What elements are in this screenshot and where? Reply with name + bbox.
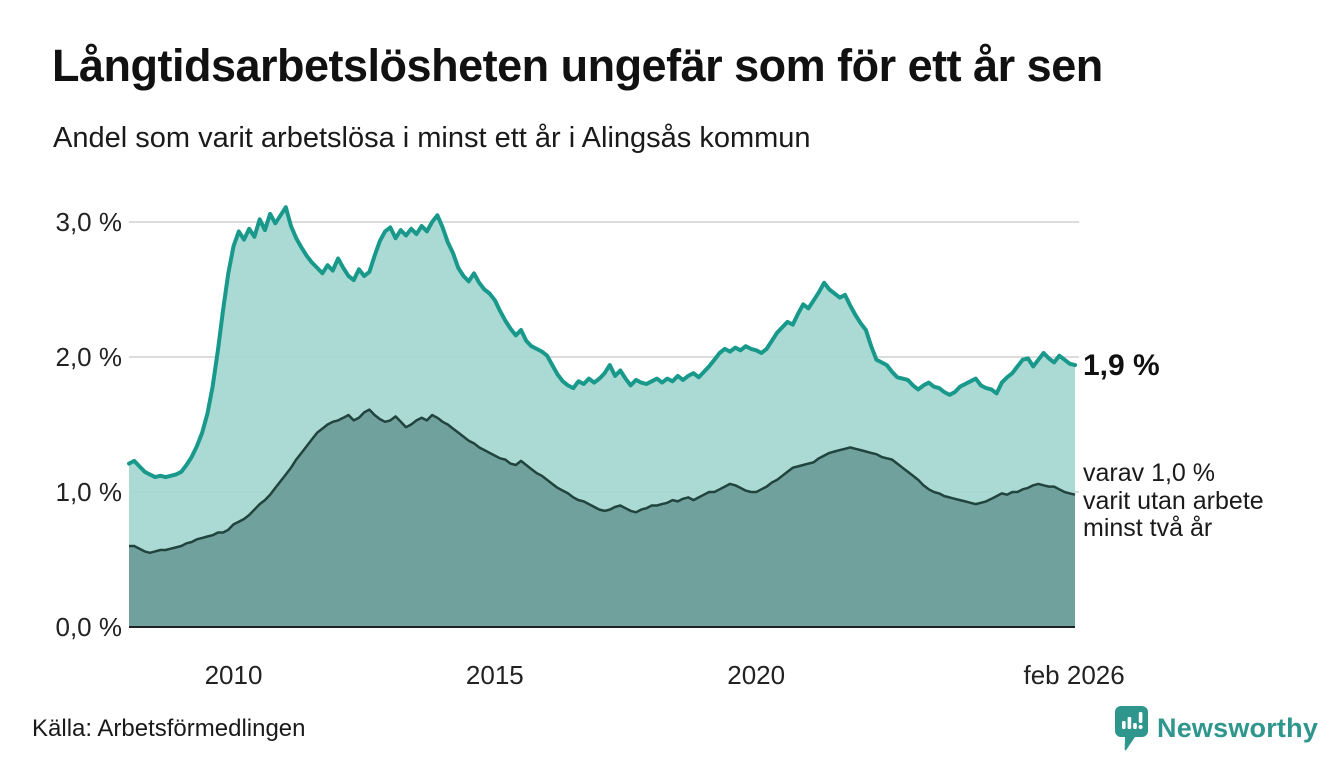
latest-value-label: 1,9 %	[1083, 349, 1160, 382]
secondary-value-line: varit utan arbete	[1083, 486, 1264, 515]
secondary-value-line: varav 1,0 %	[1083, 459, 1216, 487]
chart-subtitle: Andel som varit arbetslösa i minst ett å…	[53, 122, 811, 154]
line-minst-tva-ar	[129, 408, 1076, 555]
x-tick-label: 2010	[204, 660, 263, 690]
newsworthy-wordmark: Newsworthy	[1157, 713, 1319, 743]
source-note: Källa: Arbetsförmedlingen	[32, 715, 306, 742]
y-tick-label: 2,0 %	[55, 342, 123, 372]
line-minst-ett-ar	[127, 205, 1077, 480]
y-tick-label: 1,0 %	[55, 477, 123, 507]
x-tick-label: 2020	[727, 660, 786, 690]
x-tick-label: feb 2026	[1023, 660, 1125, 690]
area-minst-tva-ar	[129, 409, 1075, 627]
secondary-value-label: varav 1,0 % varit utan arbete minst två …	[1083, 459, 1264, 543]
secondary-value-line: minst två år	[1083, 514, 1213, 542]
newsworthy-bubble-chart-icon	[1115, 706, 1148, 751]
page-title: Långtidsarbetslösheten ungefär som för e…	[52, 40, 1103, 91]
newsworthy-logo: Newsworthy	[1115, 706, 1318, 751]
y-tick-label: 3,0 %	[55, 207, 123, 237]
y-tick-label: 0,0 %	[55, 612, 123, 642]
x-tick-label: 2015	[465, 660, 524, 690]
